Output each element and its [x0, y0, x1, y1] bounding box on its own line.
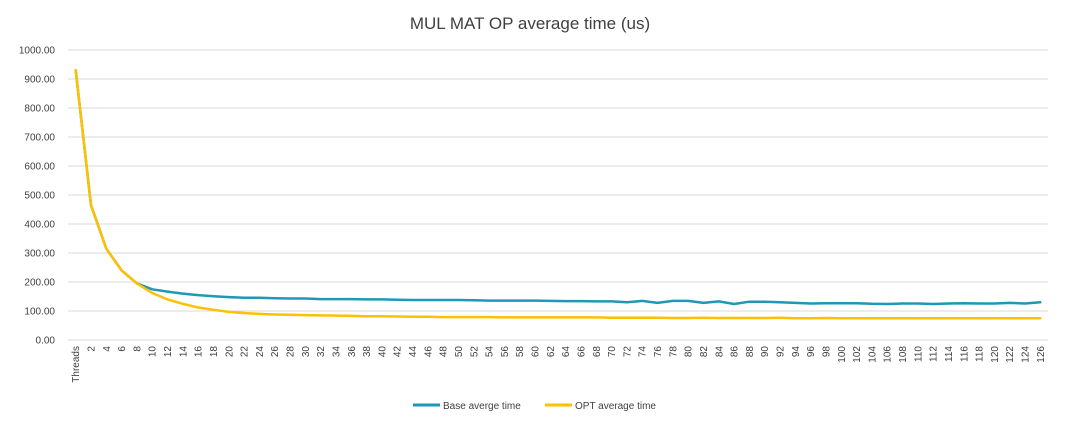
x-tick-label: 70 [607, 346, 618, 358]
x-tick-label: 108 [898, 346, 909, 363]
x-tick-label: 110 [913, 346, 924, 362]
x-tick-label: 112 [929, 346, 940, 362]
x-axis-ticks: Threads 2 4 6 8 10 12 14 16 18 20 22 24 26 28 30 32 34 36 3… [71, 346, 1047, 383]
x-tick-label: 14 [178, 346, 189, 358]
x-tick-label: 34 [331, 346, 342, 358]
x-tick-label: 82 [699, 346, 710, 358]
x-tick-label: 74 [638, 346, 649, 358]
x-tick-label: 114 [944, 346, 955, 362]
x-tick-label: 84 [714, 346, 725, 358]
x-tick-label: 104 [867, 346, 878, 363]
x-tick-label: 100 [837, 346, 848, 363]
x-tick-label: 78 [668, 346, 679, 358]
x-tick-label: 96 [806, 346, 817, 358]
series-line-opt [74, 69, 1042, 320]
x-tick-label: 8 [132, 346, 143, 352]
y-tick-label: 1000.00 [19, 46, 56, 57]
x-tick-label: 28 [286, 346, 297, 358]
x-tick-label: 60 [531, 346, 542, 358]
x-tick-label: 120 [990, 346, 1001, 363]
x-tick-label: 30 [301, 346, 312, 358]
x-tick-label: Threads [71, 346, 82, 383]
y-tick-label: 700.00 [24, 133, 55, 144]
x-tick-label: 66 [576, 346, 587, 358]
x-tick-label: 58 [515, 346, 526, 358]
y-axis-ticks: 0.00 100.00 200.00 300.00 400.00 500.00 600.00… [19, 46, 56, 347]
x-tick-label: 88 [745, 346, 756, 358]
x-tick-label: 26 [270, 346, 281, 358]
x-tick-label: 52 [469, 346, 480, 358]
x-tick-label: 10 [148, 346, 159, 358]
x-tick-label: 38 [362, 346, 373, 358]
y-tick-label: 100.00 [24, 307, 55, 318]
x-tick-label: 44 [408, 346, 419, 358]
x-tick-label: 18 [209, 346, 220, 358]
x-tick-label: 122 [1005, 346, 1016, 363]
x-tick-label: 106 [883, 346, 894, 363]
x-tick-label: 46 [423, 346, 434, 358]
x-tick-label: 2 [86, 346, 97, 352]
x-tick-label: 118 [975, 346, 986, 362]
x-tick-label: 6 [117, 346, 128, 352]
x-tick-label: 76 [653, 346, 664, 358]
x-tick-label: 62 [546, 346, 557, 358]
x-tick-label: 92 [776, 346, 787, 358]
x-tick-label: 32 [316, 346, 327, 358]
x-tick-label: 64 [561, 346, 572, 358]
y-tick-label: 300.00 [24, 249, 55, 260]
x-tick-label: 48 [439, 346, 450, 358]
y-tick-label: 800.00 [24, 104, 55, 115]
x-tick-label: 40 [377, 346, 388, 358]
x-tick-label: 80 [684, 346, 695, 358]
legend: Base averge time OPT average time [413, 401, 656, 412]
x-tick-label: 54 [485, 346, 496, 358]
series-lines [74, 69, 1042, 320]
x-tick-label: 12 [163, 346, 174, 358]
y-tick-label: 600.00 [24, 162, 55, 173]
y-tick-label: 900.00 [24, 75, 55, 86]
x-tick-label: 102 [852, 346, 863, 363]
legend-label-base: Base averge time [443, 401, 521, 412]
x-tick-label: 72 [622, 346, 633, 358]
y-tick-label: 400.00 [24, 220, 55, 231]
series-line-base [74, 69, 1042, 306]
y-tick-label: 500.00 [24, 191, 55, 202]
x-tick-label: 56 [500, 346, 511, 358]
x-tick-label: 42 [393, 346, 404, 358]
x-tick-label: 22 [240, 346, 251, 358]
x-tick-label: 124 [1021, 346, 1032, 363]
x-tick-label: 126 [1036, 346, 1047, 363]
x-tick-label: 20 [224, 346, 235, 358]
x-tick-label: 16 [194, 346, 205, 358]
x-tick-label: 116 [959, 346, 970, 362]
x-tick-label: 98 [821, 346, 832, 358]
y-tick-label: 0.00 [36, 336, 56, 347]
x-tick-label: 50 [454, 346, 465, 358]
x-tick-label: 4 [102, 346, 113, 352]
x-tick-label: 86 [730, 346, 741, 358]
x-tick-label: 68 [592, 346, 603, 358]
x-tick-label: 24 [255, 346, 266, 358]
y-tick-label: 200.00 [24, 278, 55, 289]
chart-title: MUL MAT OP average time (us) [410, 14, 650, 33]
x-tick-label: 94 [791, 346, 802, 358]
x-tick-label: 90 [760, 346, 771, 358]
legend-label-opt: OPT average time [575, 401, 656, 412]
x-tick-label: 36 [347, 346, 358, 358]
